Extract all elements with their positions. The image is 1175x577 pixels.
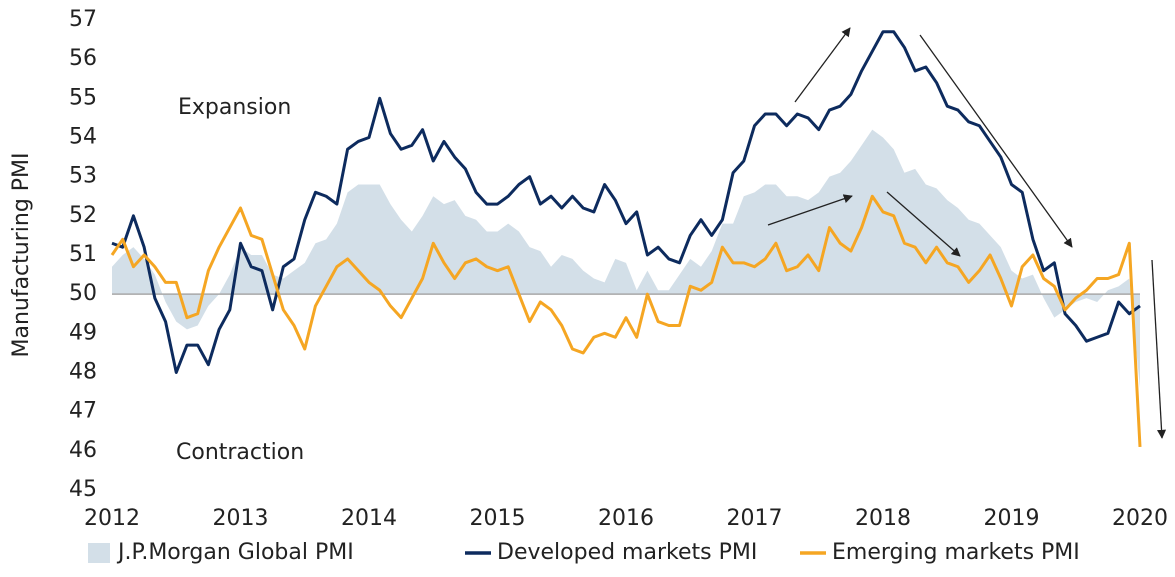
y-tick-label: 53 [69, 164, 97, 189]
area [112, 129, 1140, 389]
y-tick-label: 55 [69, 85, 97, 110]
annotation: Contraction [176, 440, 304, 465]
arrow [1151, 259, 1167, 439]
y-tick-label: 54 [69, 125, 97, 150]
arrow [794, 27, 851, 103]
arrow [886, 191, 961, 257]
line [110, 194, 1142, 447]
y-tick-label: 49 [69, 320, 97, 345]
x-tick-label: 2014 [341, 506, 397, 531]
x-tick-label: 2013 [213, 506, 269, 531]
legend-label: J.P.Morgan Global PMI [116, 540, 354, 565]
y-tick-label: 57 [69, 7, 97, 32]
x-tick-label: 2012 [84, 506, 140, 531]
y-tick-label: 50 [69, 281, 97, 306]
x-tick-label: 2017 [727, 506, 783, 531]
plot-area [110, 30, 1142, 447]
y-tick-label: 48 [69, 360, 97, 385]
y-tick-label: 47 [69, 399, 97, 424]
legend-label: Emerging markets PMI [832, 540, 1080, 565]
y-tick-label: 45 [69, 477, 97, 502]
y-tick-label: 46 [69, 438, 97, 463]
arrow [767, 194, 853, 226]
x-tick-label: 2018 [855, 506, 911, 531]
x-tick-label: 2016 [598, 506, 654, 531]
legend-label: Developed markets PMI [497, 540, 757, 565]
y-tick-label: 52 [69, 203, 97, 228]
x-tick-label: 2019 [984, 506, 1040, 531]
x-tick-label: 2015 [470, 506, 526, 531]
x-tick-label: 2020 [1112, 506, 1168, 531]
y-axis-label: Manufacturing PMI [9, 152, 34, 357]
trend-arrows [767, 27, 1167, 439]
annotation: Expansion [178, 95, 291, 120]
arrow [919, 34, 1073, 248]
line [111, 30, 1141, 374]
y-tick-label: 56 [69, 46, 97, 71]
legend-swatch [88, 543, 110, 563]
y-tick-label: 51 [69, 242, 97, 267]
